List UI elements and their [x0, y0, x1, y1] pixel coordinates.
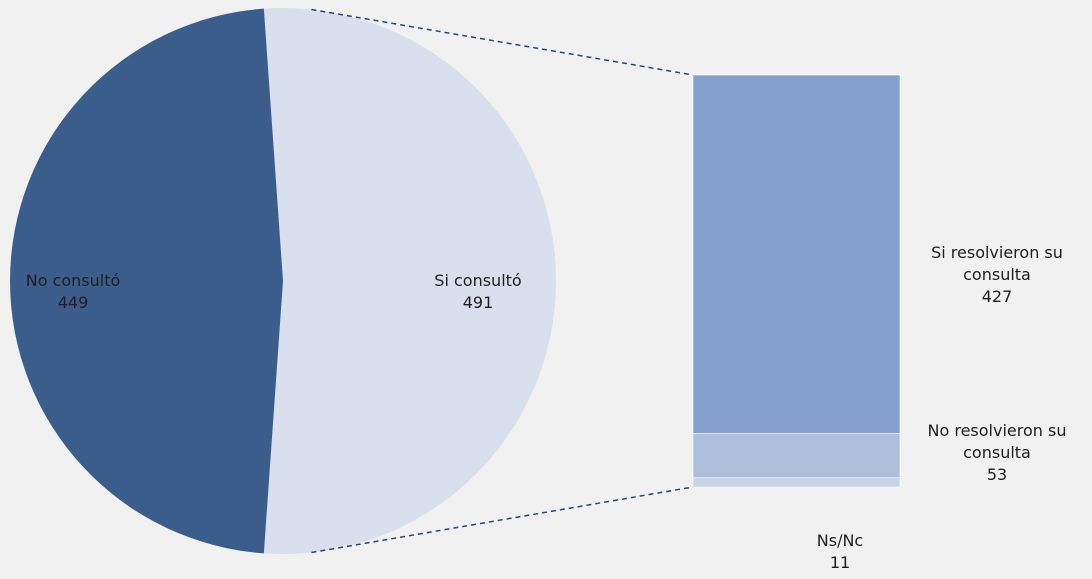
pie-slice: [9, 8, 283, 554]
bar-segment: [692, 432, 901, 479]
slice-label: Si consultó 491: [398, 270, 558, 314]
bar-label-value: 11: [829, 553, 851, 572]
bar-label-value: 53: [986, 465, 1008, 484]
pie-slice: [263, 8, 556, 555]
bar-label-value: 427: [981, 287, 1013, 306]
bar-segment: [692, 74, 901, 434]
bar-label-text: Ns/Nc: [816, 531, 864, 550]
bar-label: No resolvieron su consulta 53: [907, 420, 1087, 486]
slice-label-text: No consultó: [25, 271, 121, 290]
slice-label-value: 491: [462, 293, 494, 312]
bar-segment: [692, 477, 901, 488]
connector-line: [311, 486, 694, 554]
connector-line: [311, 8, 694, 76]
slice-label-value: 449: [57, 293, 89, 312]
bar-label-text: No resolvieron su consulta: [927, 421, 1067, 462]
bar-label: Ns/Nc 11: [780, 530, 900, 574]
slice-label-text: Si consultó: [434, 271, 522, 290]
bar-label-text: Si resolvieron su consulta: [931, 243, 1063, 284]
slice-label: No consultó 449: [0, 270, 153, 314]
bar-label: Si resolvieron su consulta 427: [907, 242, 1087, 308]
